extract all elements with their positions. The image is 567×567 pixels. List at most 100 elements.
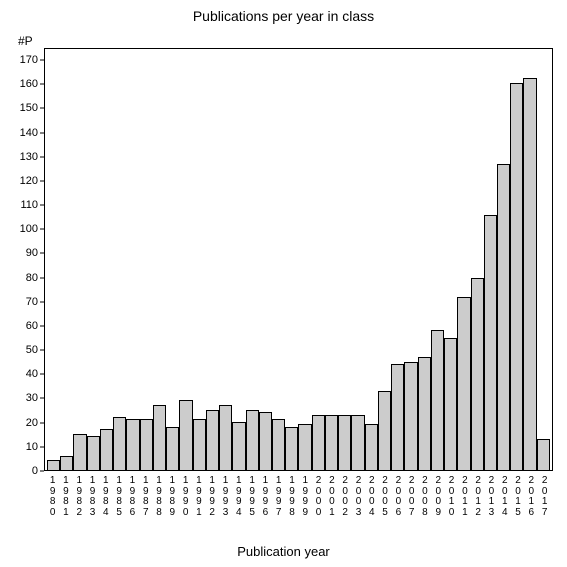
bar — [312, 415, 325, 470]
bar — [246, 410, 259, 470]
bar — [87, 436, 100, 470]
x-tick-label: 1982 — [73, 473, 86, 537]
x-tick-label: 2004 — [365, 473, 378, 537]
bar — [404, 362, 417, 470]
x-tick-label: 2009 — [432, 473, 445, 537]
x-tick-label: 2013 — [485, 473, 498, 537]
x-tick-label: 2000 — [312, 473, 325, 537]
x-tick-label: 1983 — [86, 473, 99, 537]
bar — [497, 164, 510, 470]
y-tick-label: 20 — [26, 417, 38, 429]
bar — [431, 330, 444, 470]
y-tick-label: 90 — [26, 247, 38, 259]
bar — [444, 338, 457, 470]
chart-title: Publications per year in class — [0, 8, 567, 24]
bar — [113, 417, 126, 470]
y-tick-label: 0 — [32, 465, 38, 477]
bar — [471, 278, 484, 470]
x-tick-label: 1984 — [99, 473, 112, 537]
bars-group — [45, 49, 552, 470]
x-tick-label: 2008 — [418, 473, 431, 537]
y-tick-label: 130 — [20, 151, 38, 163]
x-tick-label: 2001 — [325, 473, 338, 537]
bar — [338, 415, 351, 470]
y-tick-label: 160 — [20, 78, 38, 90]
x-tick-label: 1992 — [206, 473, 219, 537]
x-tick-label: 2006 — [392, 473, 405, 537]
bar — [259, 412, 272, 470]
bar — [298, 424, 311, 470]
bar — [179, 400, 192, 470]
y-tick-label: 30 — [26, 392, 38, 404]
bar — [232, 422, 245, 470]
bar — [378, 391, 391, 470]
bar — [126, 419, 139, 470]
x-tick-label: 1998 — [285, 473, 298, 537]
bar — [219, 405, 232, 470]
y-axis-ticks: 0102030405060708090100110120130140150160… — [0, 48, 44, 471]
bar — [351, 415, 364, 470]
bar — [206, 410, 219, 470]
bar — [60, 456, 73, 470]
bar — [484, 215, 497, 470]
y-tick-label: 70 — [26, 296, 38, 308]
y-tick-label: 170 — [20, 54, 38, 66]
bar — [325, 415, 338, 470]
bar — [100, 429, 113, 470]
x-tick-label: 1991 — [192, 473, 205, 537]
y-tick-label: 40 — [26, 368, 38, 380]
bar — [523, 78, 536, 470]
x-tick-label: 2016 — [525, 473, 538, 537]
x-tick-label: 1981 — [59, 473, 72, 537]
y-tick-label: 80 — [26, 272, 38, 284]
x-tick-label: 1987 — [139, 473, 152, 537]
bar — [457, 297, 470, 470]
plot-area — [44, 48, 553, 471]
bar — [510, 83, 523, 470]
y-tick-label: 50 — [26, 344, 38, 356]
bar — [272, 419, 285, 470]
bar — [193, 419, 206, 470]
x-tick-label: 1980 — [46, 473, 59, 537]
bar — [140, 419, 153, 470]
bar — [47, 460, 60, 470]
x-tick-label: 2011 — [458, 473, 471, 537]
y-axis-label: #P — [18, 34, 33, 48]
chart-container: Publications per year in class #P 0 10 20 3… — [0, 0, 567, 567]
y-tick-label: 10 — [26, 441, 38, 453]
bar — [73, 434, 86, 470]
y-tick-label: 60 — [26, 320, 38, 332]
x-tick-label: 1988 — [152, 473, 165, 537]
x-tick-label: 2017 — [538, 473, 551, 537]
x-tick-label: 1994 — [232, 473, 245, 537]
x-tick-label: 1993 — [219, 473, 232, 537]
x-tick-label: 2014 — [498, 473, 511, 537]
x-tick-label: 1999 — [299, 473, 312, 537]
y-tick-label: 120 — [20, 175, 38, 187]
x-axis-ticks: 1980198119821983198419851986198719881989… — [44, 473, 553, 537]
y-tick-label: 150 — [20, 102, 38, 114]
x-tick-label: 2003 — [352, 473, 365, 537]
x-tick-label: 1989 — [166, 473, 179, 537]
x-tick-label: 1986 — [126, 473, 139, 537]
x-axis-label: Publication year — [0, 544, 567, 559]
x-tick-label: 2005 — [378, 473, 391, 537]
x-tick-label: 1995 — [245, 473, 258, 537]
x-tick-label: 1996 — [259, 473, 272, 537]
bar — [365, 424, 378, 470]
x-tick-label: 2010 — [445, 473, 458, 537]
x-tick-label: 1990 — [179, 473, 192, 537]
x-tick-label: 2007 — [405, 473, 418, 537]
bar — [166, 427, 179, 470]
x-tick-label: 1985 — [112, 473, 125, 537]
bar — [153, 405, 166, 470]
x-tick-label: 1997 — [272, 473, 285, 537]
x-tick-label: 2015 — [511, 473, 524, 537]
x-tick-label: 2012 — [472, 473, 485, 537]
bar — [418, 357, 431, 470]
y-tick-label: 100 — [20, 223, 38, 235]
bar — [391, 364, 404, 470]
x-tick-label: 2002 — [339, 473, 352, 537]
y-tick-label: 140 — [20, 127, 38, 139]
y-tick-label: 110 — [20, 199, 38, 211]
